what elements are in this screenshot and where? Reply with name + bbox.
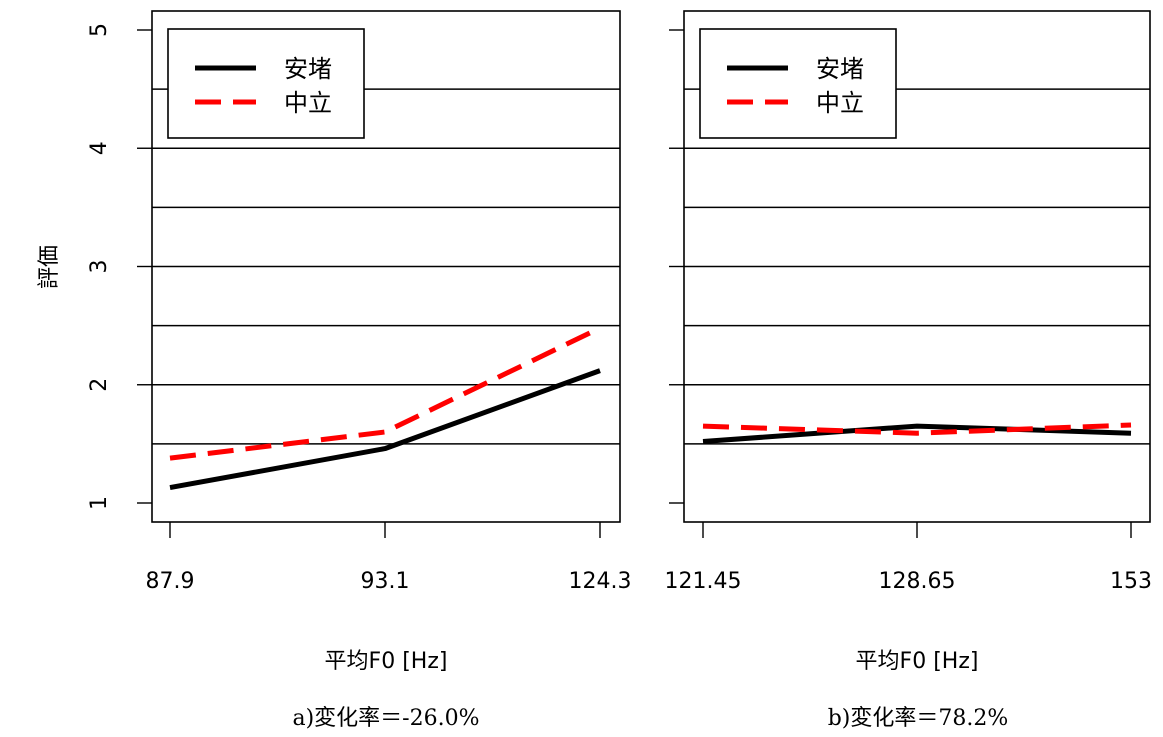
caption-b: b)変化率＝78.2% bbox=[827, 706, 1009, 731]
y-tick-label: 4 bbox=[87, 141, 112, 155]
x-tick-label: 128.65 bbox=[879, 569, 956, 594]
x-axis-label: 平均F0 [Hz] bbox=[325, 649, 448, 674]
y-tick-label: 5 bbox=[87, 23, 112, 37]
y-tick-label: 1 bbox=[87, 496, 112, 510]
legend-label: 安堵 bbox=[284, 55, 332, 83]
x-tick-label: 87.9 bbox=[146, 569, 195, 594]
legend-box bbox=[167, 28, 365, 139]
x-tick-label: 124.3 bbox=[569, 569, 632, 594]
y-tick-label: 2 bbox=[87, 378, 112, 392]
y-axis-label: 評価 bbox=[37, 245, 62, 289]
caption-a: a)変化率＝-26.0% bbox=[292, 706, 480, 731]
legend-label: 中立 bbox=[284, 89, 332, 117]
y-tick-label: 3 bbox=[87, 260, 112, 274]
x-tick-label: 93.1 bbox=[361, 569, 410, 594]
x-tick-label: 121.45 bbox=[665, 569, 742, 594]
x-axis-label: 平均F0 [Hz] bbox=[856, 649, 979, 674]
legend-box bbox=[699, 28, 897, 139]
series-line-neutral bbox=[702, 422, 1132, 436]
series-line-relief bbox=[702, 423, 1132, 444]
legend-label: 安堵 bbox=[816, 55, 864, 83]
legend-label: 中立 bbox=[816, 89, 864, 117]
series-line-relief bbox=[169, 368, 601, 491]
x-tick-label: 153 bbox=[1110, 569, 1152, 594]
